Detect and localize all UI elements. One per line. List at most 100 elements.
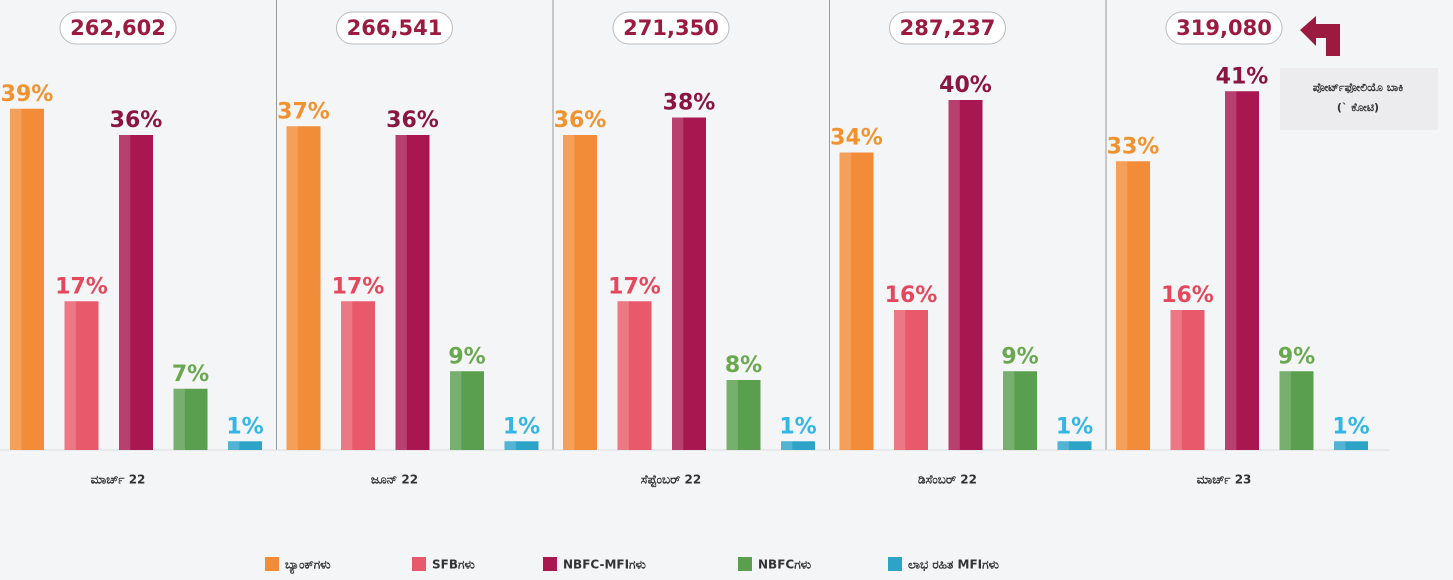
value-label: 1%: [1332, 414, 1369, 439]
bar: [504, 441, 539, 450]
legend-label: ಲಾಭ ರಹಿತ MFIಗಳು: [908, 558, 999, 572]
bar-highlight: [341, 301, 353, 450]
bar: [450, 371, 484, 450]
total-label: 271,350: [623, 16, 719, 40]
legend-label: NBFCಗಳು: [758, 558, 811, 572]
bar: [726, 380, 761, 450]
bar: [563, 135, 597, 450]
bar-highlight: [10, 108, 22, 450]
x-tick-label: ಜೂನ್ 22: [371, 473, 418, 487]
value-label: 7%: [172, 362, 209, 387]
value-label: 38%: [663, 91, 716, 116]
value-label: 17%: [332, 274, 385, 299]
bar-highlight: [894, 310, 906, 450]
bar: [64, 301, 99, 450]
bar-highlight: [173, 388, 185, 450]
legend-swatch: [265, 557, 279, 571]
value-label: 16%: [1161, 283, 1214, 308]
total-label: 319,080: [1176, 16, 1272, 40]
value-label: 36%: [386, 108, 439, 133]
value-label: 8%: [725, 353, 762, 378]
total-pill: [889, 11, 1006, 45]
value-label: 9%: [448, 344, 485, 369]
value-label: 1%: [226, 414, 263, 439]
bar-highlight: [1225, 91, 1237, 450]
bar-highlight: [781, 441, 793, 450]
bar: [119, 135, 153, 450]
bar-highlight: [726, 380, 738, 450]
annotation: (` ಕೋಟಿ): [1337, 101, 1379, 114]
value-label: 40%: [939, 73, 992, 98]
bar: [1170, 310, 1205, 450]
value-label: 1%: [503, 414, 540, 439]
value-label: 34%: [830, 126, 883, 151]
legend-swatch: [412, 557, 426, 571]
value-label: 9%: [1278, 344, 1315, 369]
legend-label: NBFC-MFIಗಳು: [563, 558, 646, 572]
annotation-box: [1280, 68, 1438, 130]
bar-highlight: [1279, 371, 1291, 450]
bar: [781, 441, 815, 450]
bar-highlight: [395, 135, 407, 450]
bar: [1225, 91, 1259, 450]
value-label: 17%: [55, 274, 108, 299]
value-label: 39%: [1, 82, 54, 107]
bar: [395, 135, 430, 450]
value-label: 1%: [779, 414, 816, 439]
bar-highlight: [1116, 161, 1128, 450]
bar: [1116, 161, 1150, 450]
value-label: 36%: [554, 108, 607, 133]
bar-highlight: [1170, 310, 1182, 450]
bar-highlight: [839, 152, 851, 450]
bar: [948, 100, 983, 450]
total-pill: [59, 11, 177, 45]
bar-highlight: [228, 441, 240, 450]
value-label: 41%: [1216, 64, 1269, 89]
bar: [1334, 441, 1368, 450]
value-label: 1%: [1056, 414, 1093, 439]
bar: [1279, 371, 1314, 450]
bar: [672, 117, 706, 450]
total-label: 262,602: [70, 16, 166, 40]
bar-highlight: [64, 301, 76, 450]
total-label: 266,541: [347, 16, 443, 40]
value-label: 36%: [110, 108, 163, 133]
x-tick-label: ಸೆಪ್ಟೆಂಬರ್ 22: [641, 473, 701, 488]
value-label: 16%: [885, 283, 938, 308]
bar-highlight: [617, 301, 629, 450]
value-label: 9%: [1001, 344, 1038, 369]
bar-highlight: [504, 441, 516, 450]
value-label: 37%: [277, 99, 330, 124]
bar: [173, 388, 208, 450]
total-pill: [612, 11, 730, 45]
x-tick-label: ಮಾರ್ಚ್ 23: [1197, 473, 1252, 487]
legend-swatch: [888, 557, 902, 571]
bar-highlight: [1057, 441, 1069, 450]
total-label: 287,237: [900, 16, 996, 40]
x-tick-label: ಮಾರ್ಚ್ 22: [91, 473, 146, 487]
bar: [617, 301, 652, 450]
total-pill: [1165, 11, 1283, 45]
bar: [1057, 441, 1092, 450]
bar-highlight: [672, 117, 684, 450]
bar-highlight: [563, 135, 575, 450]
bar: [894, 310, 928, 450]
bar: [228, 441, 262, 450]
bar-highlight: [948, 100, 960, 450]
x-tick-label: ಡಿಸೆಂಬರ್ 22: [918, 473, 977, 487]
bar: [341, 301, 375, 450]
bar: [839, 152, 874, 450]
legend-label: SFBಗಳು: [432, 558, 475, 572]
bar-highlight: [119, 135, 131, 450]
total-pill: [336, 11, 453, 45]
legend-swatch: [738, 557, 752, 571]
bar-highlight: [450, 371, 462, 450]
legend-label: ಬ್ಯಾಂಕ್‌ಗಳು: [285, 558, 331, 576]
bar-highlight: [286, 126, 298, 450]
value-label: 33%: [1107, 134, 1160, 159]
bar: [286, 126, 321, 450]
bar: [10, 108, 44, 450]
bar: [1003, 371, 1037, 450]
